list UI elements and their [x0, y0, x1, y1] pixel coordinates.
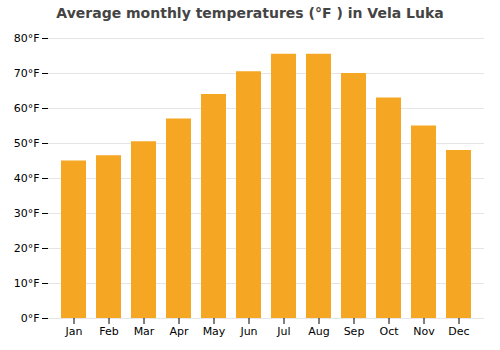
svg-text:20°F: 20°F: [14, 242, 40, 255]
svg-text:Oct: Oct: [379, 325, 399, 338]
svg-text:Dec: Dec: [448, 325, 469, 338]
svg-text:Aug: Aug: [308, 325, 329, 338]
svg-text:Mar: Mar: [134, 325, 155, 338]
svg-text:0°F: 0°F: [21, 312, 40, 325]
svg-text:Feb: Feb: [99, 325, 118, 338]
svg-text:10°F: 10°F: [14, 277, 40, 290]
svg-text:Jul: Jul: [276, 325, 290, 338]
svg-text:80°F: 80°F: [14, 32, 40, 45]
svg-text:40°F: 40°F: [14, 172, 40, 185]
svg-text:30°F: 30°F: [14, 207, 40, 220]
svg-text:60°F: 60°F: [14, 102, 40, 115]
svg-text:May: May: [203, 325, 226, 338]
svg-text:Jun: Jun: [239, 325, 257, 338]
svg-text:Apr: Apr: [169, 325, 189, 338]
svg-text:70°F: 70°F: [14, 67, 40, 80]
svg-text:Jan: Jan: [65, 325, 83, 338]
html-text:Average monthly temperatures (: Average monthly temperatures (°F ) in Ve…: [56, 5, 444, 21]
svg-text:Sep: Sep: [344, 325, 365, 338]
svg-text:Nov: Nov: [413, 325, 435, 338]
svg-text:50°F: 50°F: [14, 137, 40, 150]
